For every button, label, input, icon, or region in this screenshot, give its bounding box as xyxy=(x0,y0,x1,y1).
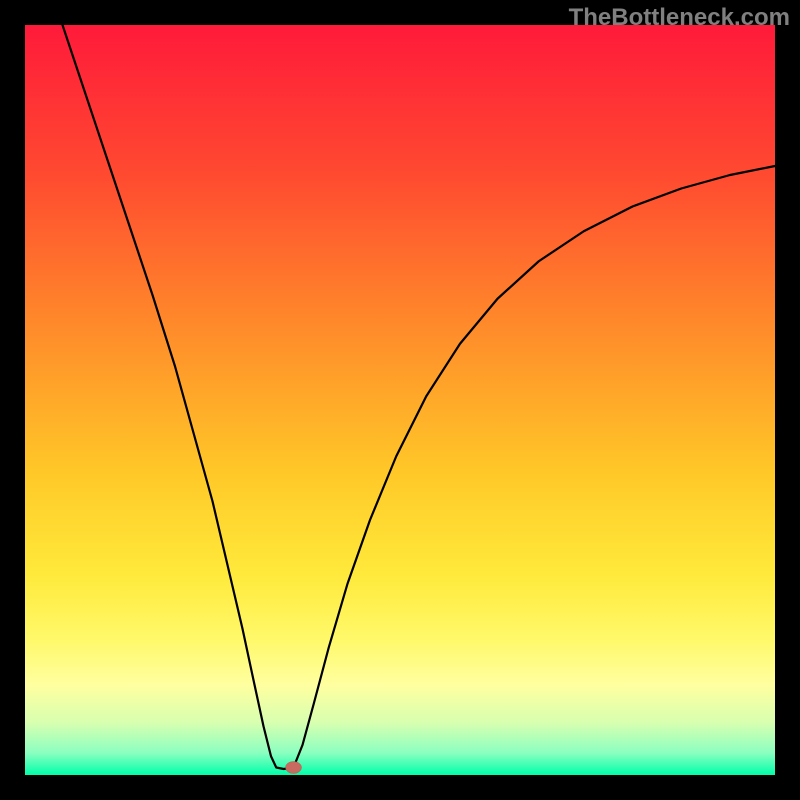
bottleneck-chart xyxy=(0,0,800,800)
plot-area xyxy=(25,25,775,775)
chart-container: TheBottleneck.com xyxy=(0,0,800,800)
watermark-text: TheBottleneck.com xyxy=(569,4,790,32)
minimum-marker xyxy=(286,762,302,774)
